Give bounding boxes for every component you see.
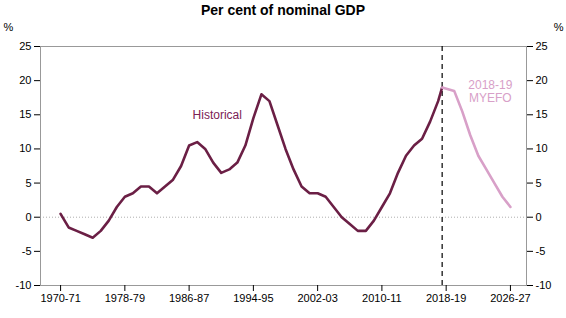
svg-text:25: 25 <box>19 40 31 52</box>
svg-text:25: 25 <box>536 40 548 52</box>
svg-text:1978-79: 1978-79 <box>105 292 145 304</box>
svg-text:-5: -5 <box>536 245 546 257</box>
html-text:Per cent of nominal GDP: Per cent of nominal GDP <box>200 2 366 18</box>
svg-text:2018-19: 2018-19 <box>426 292 466 304</box>
svg-text:20: 20 <box>19 74 31 86</box>
svg-text:1994-95: 1994-95 <box>233 292 273 304</box>
svg-text:2002-03: 2002-03 <box>297 292 337 304</box>
svg-text:5: 5 <box>536 177 542 189</box>
svg-text:0: 0 <box>25 211 31 223</box>
svg-text:0: 0 <box>536 211 542 223</box>
svg-text:1986-87: 1986-87 <box>169 292 209 304</box>
svg-text:2026-27: 2026-27 <box>490 292 530 304</box>
svg-text:-10: -10 <box>16 279 32 291</box>
svg-text:-10: -10 <box>536 279 552 291</box>
svg-text:5: 5 <box>25 177 31 189</box>
svg-text:15: 15 <box>536 108 548 120</box>
svg-text:10: 10 <box>19 142 31 154</box>
svg-text:%: % <box>554 21 564 33</box>
svg-text:%: % <box>4 21 14 33</box>
svg-text:2010-11: 2010-11 <box>362 292 402 304</box>
svg-text:15: 15 <box>19 108 31 120</box>
svg-text:1970-71: 1970-71 <box>40 292 80 304</box>
svg-text:Historical: Historical <box>193 108 242 122</box>
svg-text:2018-19MYEFO: 2018-19MYEFO <box>468 78 512 105</box>
svg-text:20: 20 <box>536 74 548 86</box>
svg-text:10: 10 <box>536 142 548 154</box>
svg-text:-5: -5 <box>22 245 32 257</box>
